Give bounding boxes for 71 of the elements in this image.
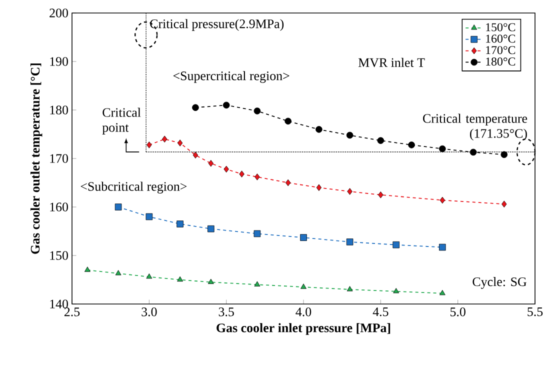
point (254, 108, 261, 114)
x-tick-label: 5.0 (450, 308, 466, 316)
point (346, 132, 354, 139)
point (378, 191, 384, 198)
point (316, 126, 322, 133)
point (222, 102, 230, 109)
point (254, 174, 260, 180)
point (439, 290, 446, 296)
point (208, 160, 214, 167)
annotation: Cycle: SG (472, 277, 526, 289)
point (224, 166, 229, 173)
point (176, 220, 184, 228)
point (300, 234, 307, 241)
y-tick-label: 140 (50, 300, 68, 308)
legend-label: 170°C (486, 46, 516, 54)
annotation: Critical point (102, 108, 141, 134)
point (114, 204, 122, 210)
point (146, 273, 152, 279)
x-tick-label: 3.0 (142, 308, 157, 316)
ref-line-label: Critical temperature (171.35°C) (423, 114, 528, 140)
legend-label: 150°C (486, 23, 516, 32)
point (439, 145, 446, 152)
point (502, 200, 507, 208)
point (439, 244, 446, 251)
y-tick-label: 160 (50, 202, 68, 212)
point (346, 238, 354, 246)
point (115, 270, 122, 276)
point (285, 179, 291, 186)
point (346, 286, 353, 292)
point (239, 170, 244, 178)
y-tick-label: 190 (50, 57, 68, 66)
y-tick-label: 200 (50, 8, 68, 18)
y-tick-label: 180 (50, 106, 68, 114)
point (300, 284, 306, 289)
point (393, 288, 400, 294)
point (192, 152, 198, 158)
legend-title: MVR inlet T (358, 58, 425, 68)
ref-line-label: Critical pressure(2.9MPa) (150, 19, 284, 31)
annotation: <Subcritical region> (80, 182, 187, 194)
point (316, 184, 322, 191)
point (377, 137, 384, 144)
x-axis-title: Gas cooler inlet pressure [MPa] (216, 323, 390, 335)
point (208, 278, 214, 284)
x-tick-label: 4.0 (296, 308, 312, 316)
point (208, 225, 214, 232)
point (347, 188, 352, 195)
point (146, 213, 153, 220)
legend-label: 180°C (486, 58, 516, 66)
y-tick-label: 150 (50, 251, 68, 260)
point (254, 230, 261, 238)
point (408, 142, 415, 148)
point (284, 118, 292, 125)
annotation: <Supercritical region> (173, 71, 290, 83)
point (177, 276, 183, 282)
point (177, 140, 183, 146)
point (500, 151, 508, 158)
x-tick-label: 4.5 (372, 308, 388, 316)
point (146, 142, 152, 148)
point (392, 241, 400, 248)
point (192, 104, 199, 111)
y-tick-label: 170 (50, 154, 68, 163)
x-tick-label: 2.5 (64, 308, 80, 316)
point (254, 281, 260, 286)
y-axis-title: Gas cooler outlet temperature [°C] (30, 63, 42, 254)
x-tick-label: 5.5 (528, 308, 543, 316)
point (84, 266, 90, 272)
point (162, 136, 168, 142)
legend-label: 160°C (486, 34, 516, 43)
x-tick-label: 3.5 (218, 308, 234, 316)
point (470, 148, 477, 156)
point (440, 196, 445, 204)
